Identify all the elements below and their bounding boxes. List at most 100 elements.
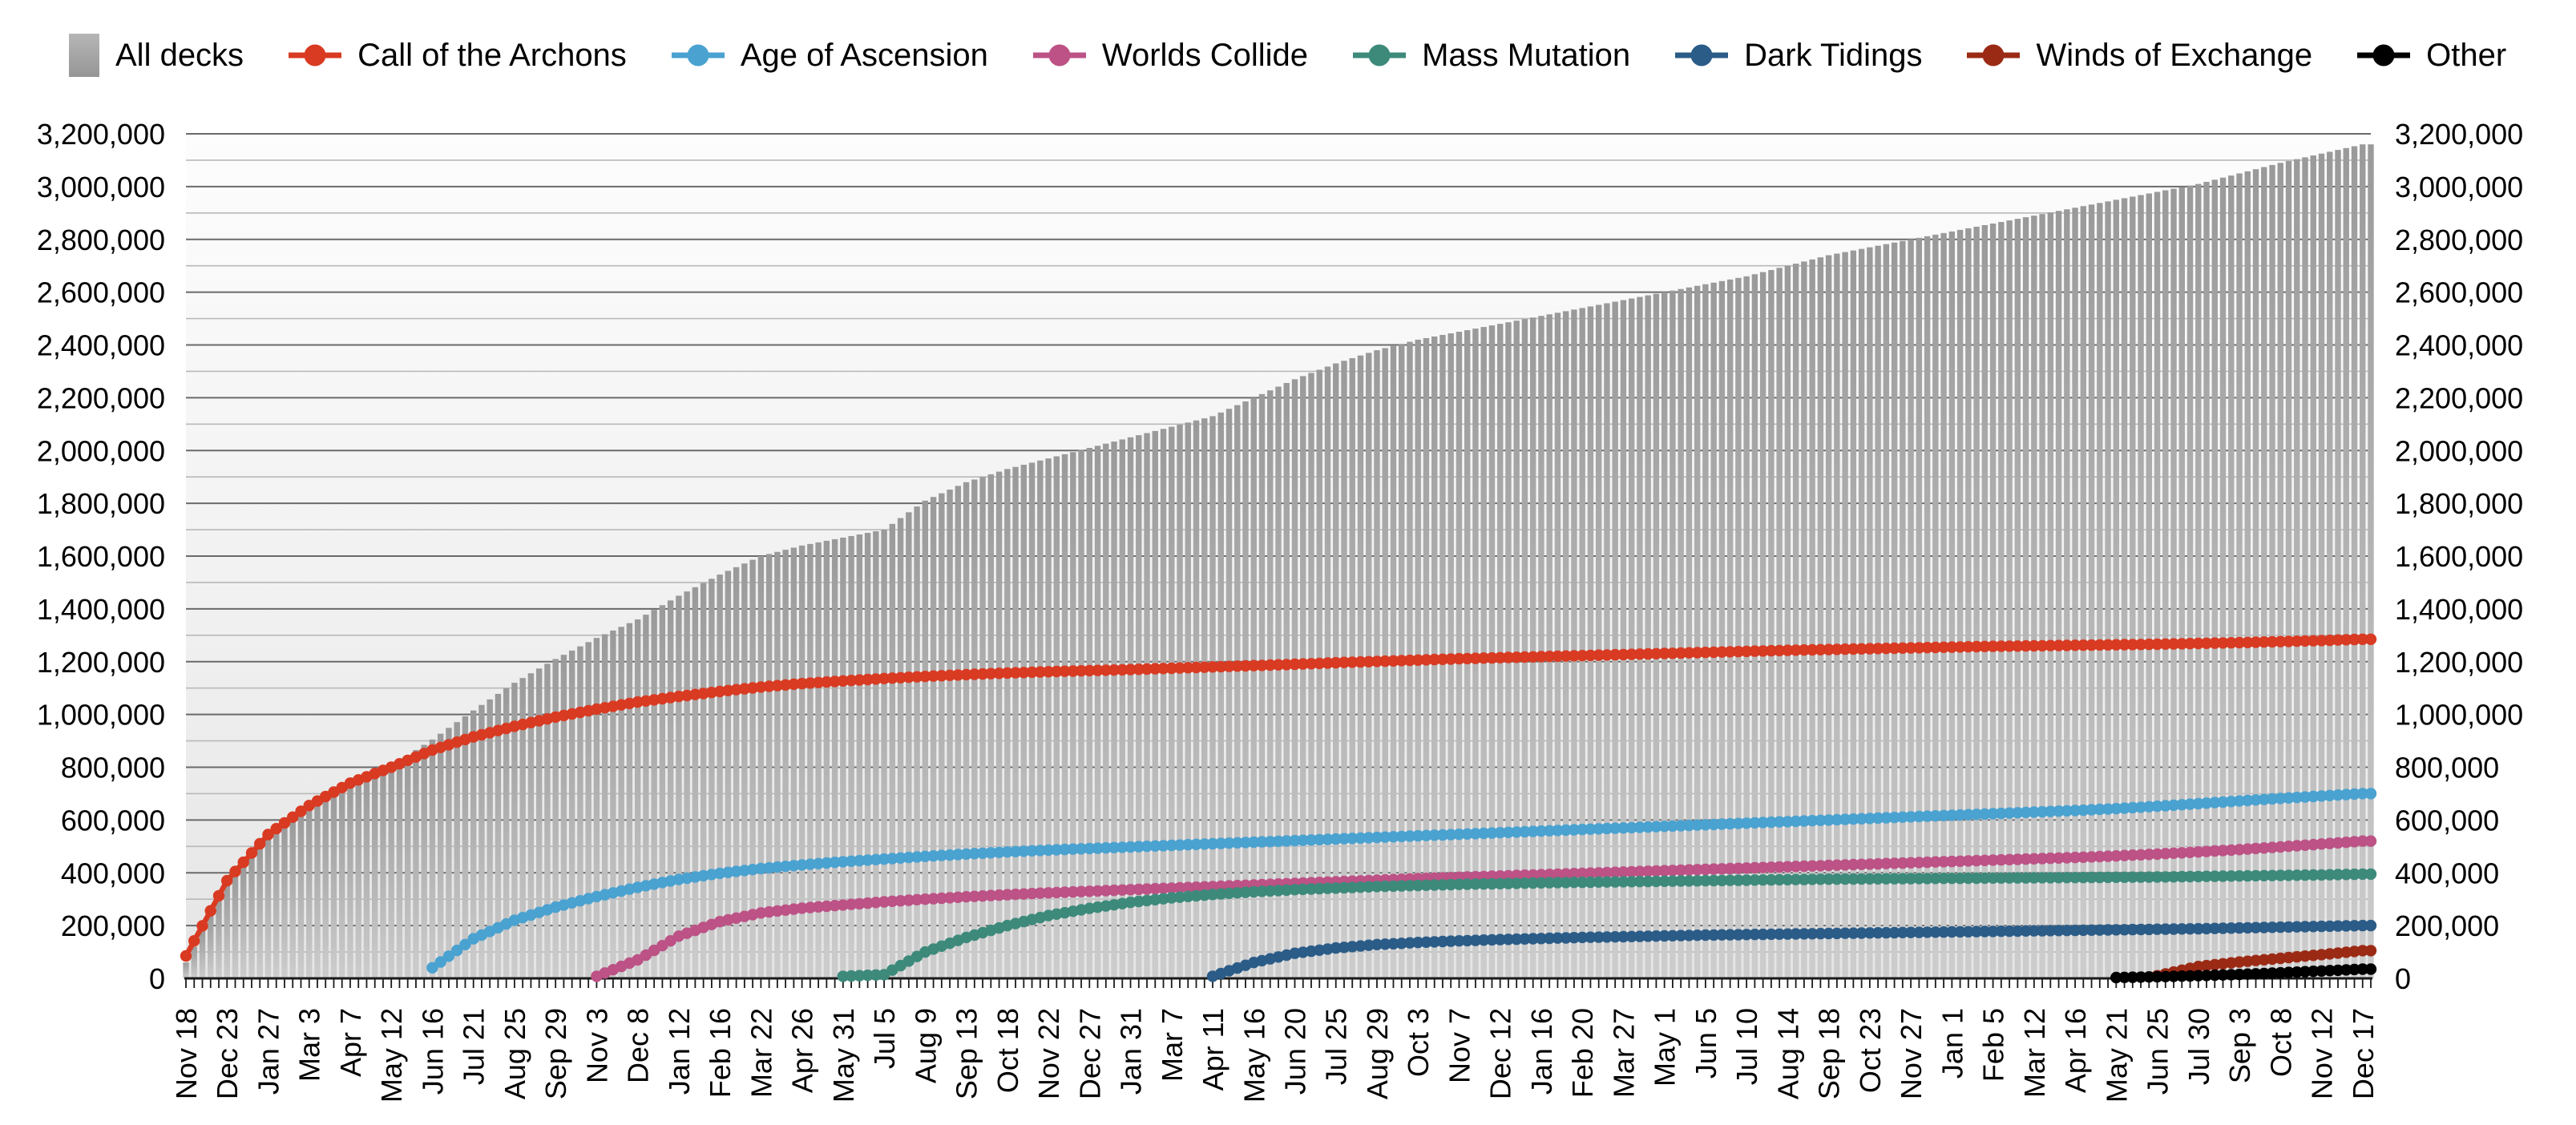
series-mass-mutation-line <box>837 868 2377 982</box>
svg-text:Oct 3: Oct 3 <box>1402 1008 1435 1077</box>
svg-text:1,000,000: 1,000,000 <box>37 699 165 732</box>
legend-label: Age of Ascension <box>740 37 988 73</box>
svg-text:Mar 7: Mar 7 <box>1156 1008 1189 1082</box>
svg-text:Dec 17: Dec 17 <box>2347 1008 2380 1099</box>
svg-text:2,000,000: 2,000,000 <box>2395 434 2523 467</box>
svg-text:Feb 16: Feb 16 <box>704 1008 737 1098</box>
svg-text:Apr 16: Apr 16 <box>2059 1008 2092 1093</box>
legend-label: Dark Tidings <box>1744 37 1923 73</box>
svg-text:3,000,000: 3,000,000 <box>37 171 165 204</box>
svg-text:1,800,000: 1,800,000 <box>37 487 165 520</box>
legend-label: Call of the Archons <box>357 37 627 73</box>
svg-text:May 31: May 31 <box>827 1008 860 1103</box>
svg-text:2,200,000: 2,200,000 <box>2395 381 2523 414</box>
legend-square-swatch-icon <box>69 34 99 77</box>
svg-text:400,000: 400,000 <box>61 857 165 889</box>
svg-text:1,200,000: 1,200,000 <box>2395 646 2523 679</box>
legend-line-marker-icon <box>2357 44 2411 67</box>
svg-text:Nov 3: Nov 3 <box>580 1008 613 1083</box>
legend-label: Other <box>2426 37 2507 73</box>
svg-text:2,000,000: 2,000,000 <box>37 434 165 467</box>
svg-text:Jun 5: Jun 5 <box>1690 1008 1722 1079</box>
svg-text:Aug 29: Aug 29 <box>1361 1008 1394 1099</box>
svg-text:May 12: May 12 <box>375 1008 408 1103</box>
svg-text:Aug 25: Aug 25 <box>499 1008 531 1099</box>
legend-item-other[interactable]: Other <box>2357 38 2506 74</box>
x-axis <box>184 977 2372 988</box>
svg-text:Jun 20: Jun 20 <box>1278 1008 1311 1095</box>
svg-text:200,000: 200,000 <box>2395 909 2499 942</box>
series-age-of-ascension-line <box>426 788 2377 974</box>
svg-text:Dec 27: Dec 27 <box>1073 1008 1106 1099</box>
svg-text:2,800,000: 2,800,000 <box>2395 224 2523 256</box>
chart-legend: All decks Call of the Archons Age of Ascen… <box>69 27 2506 83</box>
svg-text:Apr 11: Apr 11 <box>1197 1008 1229 1091</box>
svg-text:Jan 16: Jan 16 <box>1525 1008 1558 1095</box>
legend-line-marker-icon <box>1032 44 1086 67</box>
svg-text:2,800,000: 2,800,000 <box>37 224 165 256</box>
svg-text:2,200,000: 2,200,000 <box>37 381 165 414</box>
series-dark-tidings-line <box>1206 919 2377 982</box>
svg-text:May 16: May 16 <box>1238 1008 1270 1103</box>
svg-text:600,000: 600,000 <box>61 804 165 837</box>
svg-text:1,000,000: 1,000,000 <box>2395 699 2523 732</box>
legend-item-mass-mutation[interactable]: Mass Mutation <box>1353 38 1630 74</box>
legend-item-worlds-collide[interactable]: Worlds Collide <box>1032 37 1309 74</box>
svg-text:2,400,000: 2,400,000 <box>2395 329 2523 362</box>
legend-item-dark-tidings[interactable]: Dark Tidings <box>1675 38 1922 74</box>
svg-text:1,600,000: 1,600,000 <box>2395 540 2523 573</box>
legend-label: Worlds Collide <box>1101 37 1309 73</box>
legend-label: Mass Mutation <box>1422 37 1631 73</box>
series-other-line <box>2110 963 2377 984</box>
svg-text:Mar 27: Mar 27 <box>1607 1008 1640 1098</box>
svg-text:Dec 12: Dec 12 <box>1484 1008 1517 1099</box>
svg-text:0: 0 <box>2395 962 2411 995</box>
svg-text:Mar 3: Mar 3 <box>293 1008 326 1082</box>
svg-text:Jul 5: Jul 5 <box>868 1008 901 1069</box>
svg-text:Aug 14: Aug 14 <box>1771 1008 1804 1099</box>
svg-text:1,400,000: 1,400,000 <box>37 593 165 626</box>
x-axis-date-labels: Nov 18 Dec 23 Jan 27 Mar 3 Apr 7 May 12 Jun 16… <box>170 1008 2380 1103</box>
svg-text:Nov 22: Nov 22 <box>1032 1008 1065 1099</box>
svg-text:Aug 9: Aug 9 <box>909 1008 942 1083</box>
svg-text:May 1: May 1 <box>1649 1008 1682 1087</box>
y-axis-left-labels: 0 200,000 400,000 600,000 800,000 1,000,000 1,… <box>37 118 165 995</box>
svg-text:1,200,000: 1,200,000 <box>37 646 165 679</box>
svg-text:1,800,000: 1,800,000 <box>2395 487 2523 520</box>
svg-text:400,000: 400,000 <box>2395 857 2499 889</box>
legend-line-marker-icon <box>1675 44 1729 67</box>
svg-text:200,000: 200,000 <box>61 909 165 942</box>
svg-text:Jul 10: Jul 10 <box>1730 1008 1763 1085</box>
legend-line-marker-icon <box>289 44 342 67</box>
svg-text:2,600,000: 2,600,000 <box>2395 276 2523 309</box>
svg-text:Dec 23: Dec 23 <box>211 1008 244 1099</box>
svg-text:800,000: 800,000 <box>2395 752 2499 784</box>
svg-text:800,000: 800,000 <box>61 752 165 784</box>
svg-text:2,600,000: 2,600,000 <box>37 276 165 309</box>
svg-text:May 21: May 21 <box>2100 1008 2133 1103</box>
svg-text:3,000,000: 3,000,000 <box>2395 171 2523 204</box>
series-all-decks-bars <box>183 144 2374 979</box>
svg-text:Sep 18: Sep 18 <box>1813 1008 1846 1099</box>
legend-item-age-of-ascension[interactable]: Age of Ascension <box>671 37 988 74</box>
svg-text:Jan 27: Jan 27 <box>252 1008 285 1095</box>
legend-item-winds-of-exchange[interactable]: Winds of Exchange <box>1967 38 2312 74</box>
svg-text:Apr 26: Apr 26 <box>786 1008 819 1093</box>
svg-text:Nov 18: Nov 18 <box>170 1008 203 1099</box>
svg-text:Sep 13: Sep 13 <box>951 1008 983 1099</box>
svg-text:Nov 27: Nov 27 <box>1895 1008 1928 1099</box>
svg-text:1,600,000: 1,600,000 <box>37 540 165 573</box>
svg-text:Jan 12: Jan 12 <box>663 1008 696 1095</box>
svg-text:Jun 25: Jun 25 <box>2142 1008 2174 1095</box>
legend-item-call-of-the-archons[interactable]: Call of the Archons <box>289 38 627 74</box>
svg-text:Apr 7: Apr 7 <box>334 1008 367 1077</box>
legend-item-all-decks[interactable]: All decks <box>69 34 244 77</box>
y-axis-right-labels: 0 200,000 400,000 600,000 800,000 1,000,000 1,… <box>2395 118 2523 995</box>
legend-line-marker-icon <box>1967 44 2021 67</box>
svg-text:Jul 21: Jul 21 <box>458 1008 491 1085</box>
svg-text:Feb 20: Feb 20 <box>1566 1008 1599 1098</box>
svg-text:3,200,000: 3,200,000 <box>37 118 165 151</box>
svg-text:Dec 8: Dec 8 <box>622 1008 655 1083</box>
